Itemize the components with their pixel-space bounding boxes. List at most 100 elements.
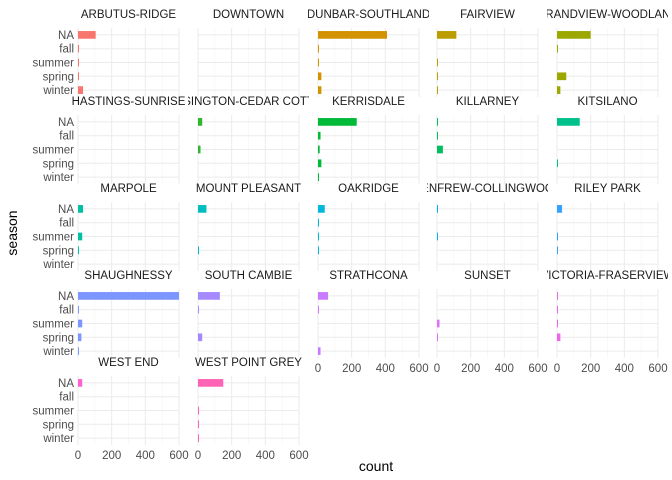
x-tick-label: 200 (102, 450, 121, 462)
bar-spring (198, 420, 199, 429)
y-tick-label: NA (58, 378, 74, 390)
bar-fall (318, 131, 321, 140)
y-axis-title: season (4, 210, 20, 255)
bar-na (198, 379, 224, 387)
bar-summer (198, 145, 201, 154)
y-tick-label: winter (42, 259, 74, 271)
y-tick-label: NA (58, 291, 74, 303)
bar-winter (318, 86, 322, 94)
bar-summer (557, 232, 558, 241)
y-tick-label: winter (42, 346, 74, 358)
bar-winter (557, 86, 561, 94)
facet-strip-label: KILLARNEY (456, 96, 520, 108)
y-tick-label: winter (42, 172, 74, 184)
bar-summer (437, 58, 438, 67)
y-tick-label: summer (32, 232, 74, 244)
facet-panel-riley-park: RILEY PARK (556, 183, 659, 271)
panel-grid (436, 289, 539, 358)
bar-winter (318, 173, 319, 181)
facet-panel-killarney: KILLARNEY (436, 96, 539, 184)
y-tick-label: fall (59, 392, 74, 404)
bar-na (557, 292, 558, 300)
bar-spring (78, 72, 79, 81)
x-tick-label: 200 (581, 363, 600, 375)
facet-panel-kensington-cedar-cottage: KENSINGTON-CEDAR COTTAGE (188, 96, 309, 184)
bar-fall (437, 131, 438, 140)
bar-spring (557, 333, 561, 342)
bar-summer (437, 232, 438, 241)
facet-panel-kerrisdale: KERRISDALE (317, 96, 420, 184)
y-tick-label: NA (58, 30, 74, 42)
x-tick-label: 0 (315, 363, 321, 375)
y-tick-label: spring (43, 419, 74, 431)
facet-strip-label: SUNSET (464, 270, 511, 282)
facet-strip-label: GRANDVIEW-WOODLAND (536, 9, 672, 21)
facet-panel-kitsilano: KITSILANO (556, 96, 659, 184)
facet-strip-label: MARPOLE (100, 183, 157, 195)
x-tick-label: 400 (376, 363, 395, 375)
x-tick-label: 400 (136, 450, 155, 462)
y-tick-label: NA (58, 117, 74, 129)
y-tick-label: spring (43, 71, 74, 83)
bar-summer (437, 319, 440, 328)
bar-winter (437, 86, 438, 94)
y-tick-label: summer (32, 406, 74, 418)
x-tick-label: 200 (222, 450, 241, 462)
y-tick-label: winter (42, 85, 74, 97)
y-tick-label: summer (32, 58, 74, 70)
bar-fall (557, 44, 558, 53)
y-tick-label: winter (42, 433, 74, 445)
facet-strip-label: KITSILANO (577, 96, 637, 108)
y-tick-label: fall (59, 305, 74, 317)
bar-summer (318, 58, 319, 67)
facet-strip-label: WEST POINT GREY (195, 357, 302, 369)
panel-grid (556, 28, 659, 97)
bar-na (198, 292, 220, 300)
bar-na (78, 292, 179, 300)
x-tick-label: 400 (256, 450, 275, 462)
bar-spring (557, 246, 558, 255)
bar-na (78, 205, 84, 213)
bar-na (198, 205, 207, 213)
y-tick-label: fall (59, 131, 74, 143)
panel-grid (436, 202, 539, 271)
facet-panels: ARBUTUS-RIDGENAfallsummerspringwinterDOW… (32, 9, 672, 462)
facet-strip-label: HASTINGS-SUNRISE (72, 96, 186, 108)
facet-strip-label: FAIRVIEW (460, 9, 515, 21)
facet-panel-mount-pleasant: MOUNT PLEASANT (196, 183, 301, 271)
bar-summer (318, 145, 320, 154)
facet-strip-label: KERRISDALE (332, 96, 405, 108)
facet-panel-strathcona: STRATHCONA 0 200 400 600 (315, 270, 429, 375)
facet-strip-label: DOWNTOWN (213, 9, 284, 21)
bar-na (437, 118, 438, 126)
bar-winter (318, 347, 321, 355)
bar-winter (198, 434, 199, 442)
bar-spring (318, 72, 322, 81)
bar-summer (78, 232, 83, 241)
facet-strip-label: RENFREW-COLLINGWOOD (413, 183, 562, 195)
y-tick-label: fall (59, 44, 74, 56)
bar-fall (78, 305, 79, 314)
panel-grid (317, 202, 420, 271)
bar-spring (437, 72, 438, 81)
facet-strip-label: RILEY PARK (574, 183, 641, 195)
panel-grid (77, 28, 180, 97)
facet-panel-renfrew-collingwood: RENFREW-COLLINGWOOD (413, 183, 562, 271)
bar-na (78, 379, 83, 387)
bar-na (318, 292, 329, 300)
facet-panel-victoria-fraserview: VICTORIA-FRASERVIEW 0 200 400 600 (547, 270, 668, 375)
bar-na (557, 31, 591, 39)
x-tick-label: 600 (289, 450, 308, 462)
bar-summer (557, 319, 558, 328)
facet-panel-west-point-grey: WEST POINT GREY 0 200 400 600 (195, 357, 309, 462)
x-tick-label: 600 (409, 363, 428, 375)
facet-strip-label: MOUNT PLEASANT (196, 183, 301, 195)
bar-fall (318, 218, 319, 227)
panel-grid (197, 289, 300, 358)
bar-spring (557, 72, 567, 81)
